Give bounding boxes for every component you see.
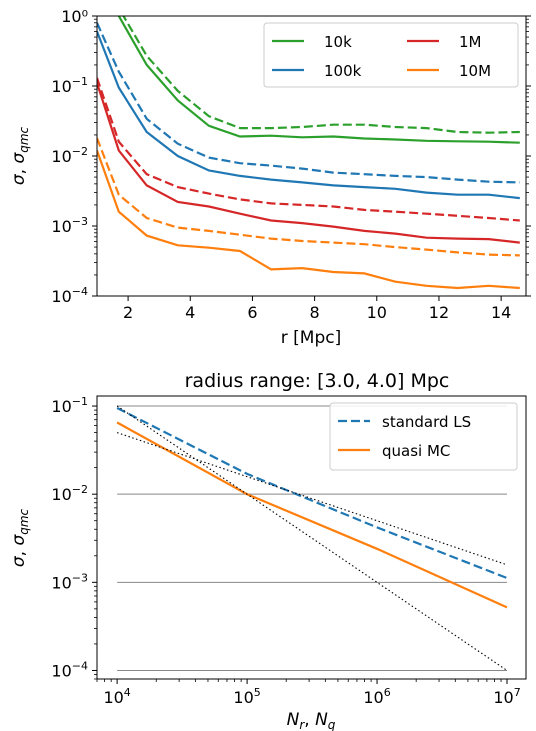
bottom-series-line-3 <box>116 405 508 671</box>
bottom-x-tick-label: 104 <box>103 686 130 707</box>
bottom-legend-label: standard LS <box>382 413 471 431</box>
top-x-tick-label: 4 <box>185 303 195 322</box>
top-plot-lines <box>97 16 520 290</box>
bottom-series-line-0 <box>116 407 508 580</box>
bottom-legend-box <box>329 402 518 471</box>
bottom-y-tick-label: 10−3 <box>51 571 88 592</box>
bottom-chart-title: radius range: [3.0, 4.0] Mpc <box>185 370 450 392</box>
bottom-series-line-1 <box>116 421 508 609</box>
bottom-x-tick-label: 107 <box>493 686 520 707</box>
bottom-x-ticks: 104 105 106 107 <box>96 679 521 707</box>
bottom-x-axis-label: Nr, Nq <box>287 710 336 731</box>
top-y-tick-label: 10−1 <box>51 75 88 96</box>
top-x-tick-label: 12 <box>429 303 449 322</box>
top-series-line-1 <box>122 16 520 134</box>
bottom-y-tick-label: 10−1 <box>51 395 88 416</box>
top-y-ticks: 10−4 10−3 10−2 10−1 10⁰ <box>51 7 531 306</box>
bottom-series-line-2 <box>116 432 508 566</box>
top-panel: 2 4 6 8 10 12 14 10−4 10−3 10−2 10−1 10⁰ r [Mpc] σ… <box>9 7 531 348</box>
top-series-line-2 <box>97 31 520 200</box>
top-y-tick-label: 10−3 <box>51 215 88 236</box>
bottom-plot-frame <box>96 395 527 680</box>
bottom-y-ticks: 10−4 10−3 10−2 10−1 <box>51 395 97 680</box>
top-series-line-3 <box>97 22 520 184</box>
top-x-tick-label: 8 <box>310 303 320 322</box>
top-x-tick-label: 10 <box>367 303 387 322</box>
top-series-line-0 <box>117 16 520 144</box>
top-x-tick-label: 6 <box>247 303 257 322</box>
top-y-tick-label: 10⁰ <box>61 7 88 26</box>
top-x-tick-label: 14 <box>491 303 511 322</box>
top-x-ticks: 2 4 6 8 10 12 14 <box>123 296 511 322</box>
bottom-x-tick-label: 105 <box>233 686 260 707</box>
top-legend-label: 10M <box>459 62 491 80</box>
top-y-tick-label: 10−2 <box>51 145 88 166</box>
top-series-line-7 <box>97 137 520 257</box>
bottom-legend-label: quasi MC <box>382 442 450 460</box>
top-x-tick-label: 2 <box>123 303 133 322</box>
top-y-axis-label: σ, σqmc <box>9 126 31 185</box>
top-legend-label: 100k <box>324 62 362 80</box>
top-y-tick-label: 10−4 <box>51 285 88 306</box>
top-x-axis-label: r [Mpc] <box>281 328 341 348</box>
top-series-line-4 <box>97 82 520 244</box>
top-legend-label: 10k <box>324 33 352 51</box>
top-series-line-5 <box>97 77 520 222</box>
top-legend-label: 1M <box>459 33 482 51</box>
top-series-line-6 <box>97 150 520 290</box>
top-legend-box <box>263 22 519 88</box>
bottom-panel: radius range: [3.0, 4.0] Mpc 104 105 106 10… <box>9 370 527 731</box>
bottom-legend: standard LS quasi MC <box>329 402 518 471</box>
bottom-y-tick-label: 10−4 <box>51 659 88 680</box>
bottom-x-tick-label: 106 <box>363 686 390 707</box>
top-legend: 10k 100k 1M 10M <box>263 22 519 88</box>
bottom-y-axis-label: σ, σqmc <box>9 508 31 567</box>
bottom-y-tick-label: 10−2 <box>51 483 88 504</box>
